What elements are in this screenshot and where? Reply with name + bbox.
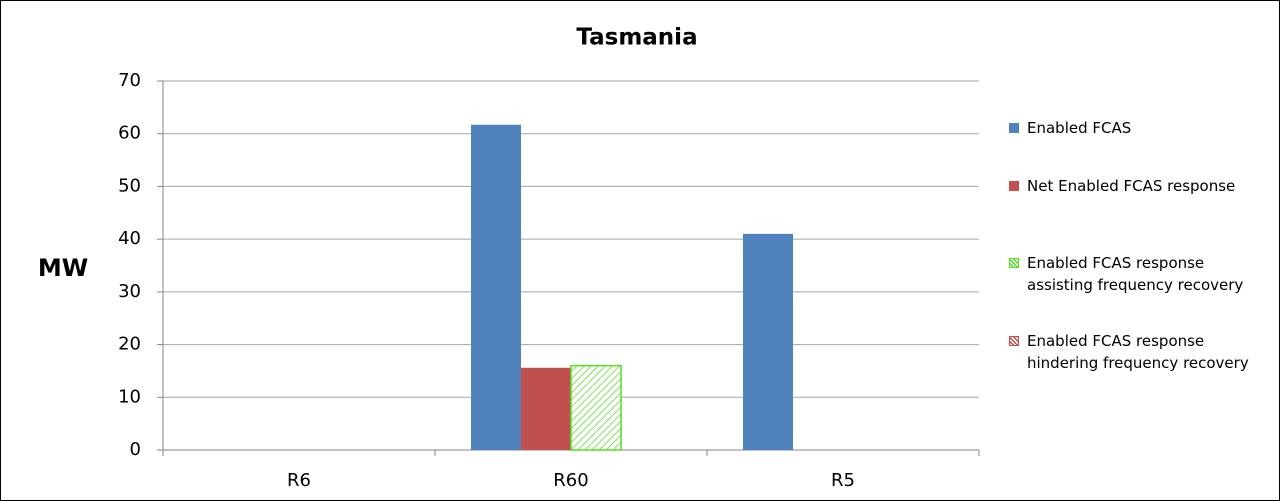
legend-label: Net Enabled FCAS response [1027,177,1236,195]
bar [570,364,622,451]
legend-item: Enabled FCAS [1009,117,1271,139]
x-tick-label: R60 [553,470,588,491]
legend-swatch [1009,258,1019,268]
legend-item: Net Enabled FCAS response [1009,175,1271,197]
bar [743,233,793,450]
x-tick-label: R6 [287,470,311,491]
y-tick-label: 70 [118,70,141,91]
legend-label: Enabled FCAS response assisting frequenc… [1027,254,1244,294]
legend-swatch [1009,123,1019,133]
x-tick-label: R5 [831,470,855,491]
legend-item: Enabled FCAS response assisting frequenc… [1009,252,1271,296]
y-tick-label: 60 [118,123,141,144]
legend-swatch [1009,181,1019,191]
y-tick-label: 30 [118,281,141,302]
legend-swatch [1009,336,1019,346]
chart-title: Tasmania [576,25,697,51]
bar [471,124,521,450]
y-tick-label: 50 [118,175,141,196]
y-tick-label: 0 [130,439,141,460]
legend-label: Enabled FCAS [1027,119,1132,137]
y-tick-label: 20 [118,334,141,355]
bar [521,367,571,450]
y-axis-label: MW [38,254,88,282]
y-tick-label: 10 [118,386,141,407]
y-tick-label: 40 [118,228,141,249]
legend-label: Enabled FCAS response hindering frequenc… [1027,332,1249,372]
legend-item: Enabled FCAS response hindering frequenc… [1009,330,1271,374]
